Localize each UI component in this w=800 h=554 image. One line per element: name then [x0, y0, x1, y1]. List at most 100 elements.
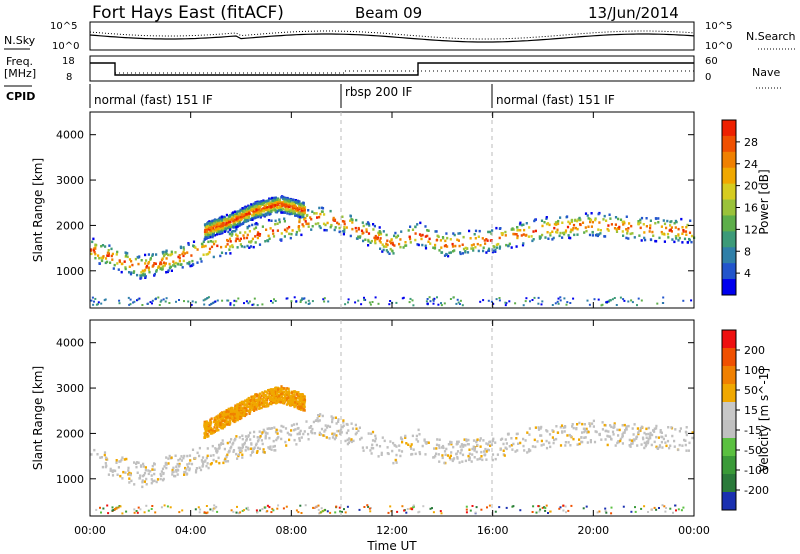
echo-cell: [396, 510, 399, 513]
echo-cell: [249, 207, 252, 210]
echo-cell: [427, 240, 430, 243]
echo-cell: [535, 511, 538, 514]
echo-cell: [303, 409, 306, 412]
echo-cell: [255, 406, 258, 409]
echo-cell: [149, 257, 152, 260]
echo-cell: [597, 212, 600, 216]
echo-cell: [270, 396, 273, 399]
echo-cell: [244, 214, 247, 218]
echo-cell: [222, 415, 225, 418]
echo-cell: [284, 427, 288, 430]
echo-cell: [604, 438, 607, 441]
echo-cell: [227, 407, 230, 411]
echo-cell: [324, 508, 327, 511]
echo-cell: [235, 452, 238, 456]
echo-cell: [354, 432, 357, 436]
echo-cell: [504, 438, 507, 441]
echo-cell: [265, 401, 268, 404]
echo-cell: [208, 228, 211, 231]
echo-cell: [540, 219, 544, 222]
echo-cell: [232, 419, 235, 422]
echo-cell: [184, 466, 187, 470]
echo-cell: [241, 443, 244, 446]
echo-cell: [104, 261, 107, 265]
echo-cell: [391, 243, 395, 246]
echo-cell: [431, 507, 433, 510]
echo-cell: [522, 444, 525, 448]
echo-cell: [451, 459, 454, 463]
echo-cell: [505, 442, 508, 445]
echo-cell: [443, 254, 447, 257]
echo-cell: [102, 507, 105, 510]
echo-cell: [207, 235, 210, 238]
echo-cell: [643, 505, 646, 508]
echo-cell: [567, 234, 570, 237]
echo-cell: [248, 240, 251, 244]
echo-cell: [521, 243, 525, 247]
echo-cell: [280, 387, 284, 391]
echo-cell: [304, 217, 307, 220]
echo-cell: [564, 231, 567, 234]
echo-cell: [576, 233, 579, 236]
echo-cell: [296, 200, 299, 204]
echo-cell: [213, 426, 216, 429]
echo-cell: [194, 301, 197, 304]
echo-cell: [251, 237, 254, 241]
echo-cell: [318, 215, 321, 219]
echo-cell: [591, 231, 594, 234]
echo-cell: [280, 385, 283, 388]
echo-cell: [412, 304, 415, 307]
echo-cell: [354, 423, 357, 427]
colorbar-segment: [722, 402, 736, 421]
echo-cell: [179, 245, 182, 249]
echo-cell: [232, 510, 235, 513]
echo-cell: [299, 397, 302, 401]
echo-cell: [490, 443, 493, 447]
echo-cell: [448, 456, 451, 459]
echo-cell: [264, 436, 267, 439]
echo-cell: [382, 230, 385, 233]
echo-cell: [241, 446, 244, 450]
echo-cell: [248, 402, 251, 406]
echo-cell: [285, 444, 288, 447]
echo-cell: [299, 399, 302, 403]
echo-cell: [171, 468, 174, 472]
echo-cell: [292, 198, 295, 202]
echo-cell: [533, 296, 536, 299]
echo-cell: [294, 214, 297, 217]
echo-cell: [410, 447, 413, 450]
echo-cell: [248, 210, 251, 214]
echo-cell: [297, 211, 300, 215]
echo-cell: [303, 405, 306, 408]
echo-cell: [224, 252, 228, 255]
echo-cell: [264, 397, 267, 401]
echo-cell: [170, 252, 174, 256]
echo-cell: [144, 469, 147, 472]
echo-cell: [133, 483, 136, 486]
echo-cell: [469, 509, 472, 512]
echo-cell: [111, 474, 115, 477]
echo-cell: [660, 225, 663, 228]
echo-cell: [205, 421, 208, 425]
echo-cell: [229, 413, 232, 416]
echo-cell: [106, 251, 109, 255]
freq-panel: Freq. [MHz] 18 8 Nave 60 0: [4, 55, 782, 89]
echo-cell: [500, 232, 503, 235]
echo-cell: [599, 232, 602, 235]
echo-cell: [572, 297, 575, 300]
echo-cell: [187, 242, 190, 245]
echo-cell: [221, 299, 224, 302]
echo-cell: [137, 461, 140, 464]
echo-cell: [362, 449, 365, 452]
echo-cell: [415, 434, 418, 438]
echo-cell: [225, 421, 228, 424]
echo-cell: [301, 297, 304, 300]
echo-cell: [213, 234, 217, 237]
echo-cell: [133, 300, 136, 303]
echo-cell: [169, 506, 172, 509]
echo-cell: [307, 222, 310, 225]
echo-cell: [95, 508, 98, 511]
echo-cell: [214, 506, 217, 509]
echo-cell: [106, 260, 109, 264]
echo-cell: [198, 454, 201, 458]
